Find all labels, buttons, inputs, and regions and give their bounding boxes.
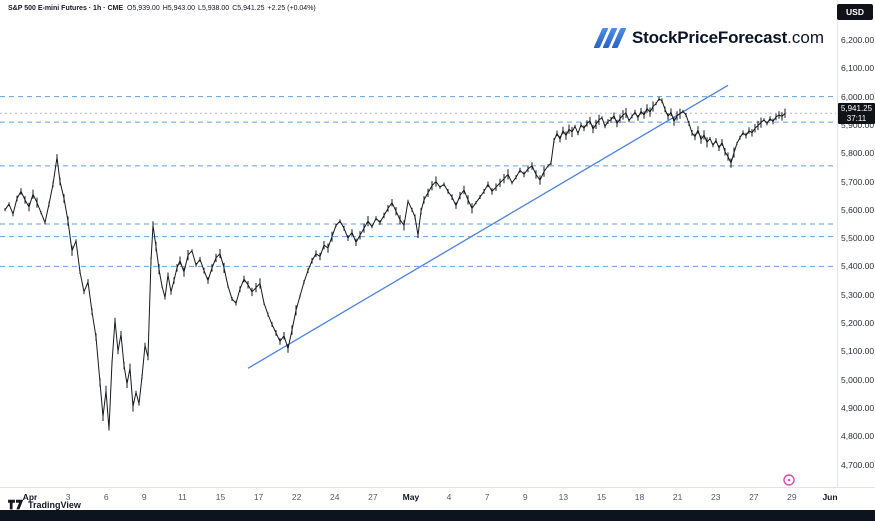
- time-axis-label: 15: [596, 492, 607, 502]
- bottom-bar: [0, 510, 875, 521]
- ohlc-o-value: O5,939.00: [127, 5, 160, 12]
- time-axis-label: 13: [558, 492, 569, 502]
- tradingview-label: TradingView: [28, 499, 81, 510]
- time-axis-label: 4: [446, 492, 452, 502]
- time-axis-label: 22: [291, 492, 302, 502]
- ohlc-values: O5,939.00 H5,943.00 L5,938.00 C5,941.25: [127, 5, 267, 12]
- time-axis-label: 9: [141, 492, 147, 502]
- price-axis-label: 5,400.00: [841, 261, 875, 272]
- time-axis-label: 15: [215, 492, 226, 502]
- ohlc-c-value: C5,941.25: [232, 5, 265, 12]
- time-axis-label: 17: [253, 492, 264, 502]
- price-axis-label: 6,200.00: [841, 35, 875, 45]
- time-axis-label: 23: [710, 492, 721, 502]
- price-axis-label: 5,000.00: [841, 374, 875, 385]
- price-axis-label: 5,600.00: [841, 204, 875, 215]
- currency-toggle[interactable]: USD: [837, 4, 873, 20]
- legend: S&P 500 E-mini Futures · 1h · CME O5,939.…: [8, 5, 319, 12]
- brand-logo-icon: [593, 28, 627, 48]
- tradingview-logo-icon: [8, 499, 24, 510]
- last-price-badge: 5,941.25 37:11: [838, 103, 875, 125]
- time-axis-label: 27: [368, 492, 378, 502]
- time-axis-label: 11: [177, 492, 187, 502]
- bar-countdown: 37:11: [846, 114, 867, 124]
- price-axis-label: 5,100.00: [841, 346, 875, 357]
- price-axis-label: 6,000.00: [841, 91, 875, 102]
- time-axis-label: 6: [103, 492, 109, 502]
- price-axis-label: 6,100.00: [841, 63, 875, 74]
- brand-tld: .com: [787, 28, 824, 47]
- ohlc-h-value: H5,943.00: [162, 5, 196, 12]
- last-price-value: 5,941.25: [840, 104, 873, 114]
- brand-name: StockPriceForecast: [632, 28, 788, 47]
- time-axis-border: [0, 487, 875, 488]
- time-axis-label: 24: [330, 492, 340, 502]
- price-axis-label: 5,700.00: [841, 176, 875, 187]
- time-axis-label: 9: [522, 492, 528, 502]
- tradingview-attribution[interactable]: TradingView: [8, 499, 81, 510]
- time-axis-label: 29: [787, 492, 797, 502]
- time-axis[interactable]: Apr 3 6 9 11 15 17 22 24 27 May 4 7 9 13 15 18 21 23 27 29 Ju…: [0, 488, 838, 510]
- price-axis-border: [837, 0, 838, 487]
- brand-watermark: StockPriceForecast .com: [593, 28, 824, 48]
- time-axis-label: 7: [484, 492, 490, 502]
- time-axis-label: 18: [634, 492, 645, 502]
- sparkle-marker-icon[interactable]: [783, 474, 795, 486]
- price-axis-label: 4,800.00: [841, 431, 875, 442]
- time-axis-label: 21: [672, 492, 683, 502]
- price-axis-label: 5,500.00: [841, 233, 875, 244]
- time-axis-label: May: [402, 492, 420, 502]
- time-axis-label: 3: [65, 492, 71, 502]
- time-axis-label: Apr: [22, 492, 38, 502]
- price-axis-label: 5,900.00: [841, 119, 875, 130]
- ohlc-l-value: L5,938.00: [198, 5, 230, 12]
- change-value: +2.25 (+0.04%): [267, 5, 316, 12]
- price-axis-label: 5,200.00: [841, 318, 875, 328]
- symbol-title[interactable]: S&P 500 E-mini Futures · 1h · CME: [8, 5, 124, 12]
- price-axis-label: 4,900.00: [841, 402, 875, 413]
- time-axis-label: Jun: [822, 492, 838, 502]
- price-axis[interactable]: 6,200.00 6,100.00 6,000.00 5,900.00 5,800.00…: [838, 0, 875, 487]
- price-axis-label: 5,800.00: [841, 148, 875, 159]
- price-axis-label: 5,300.00: [841, 289, 875, 300]
- time-axis-label: 27: [749, 492, 759, 502]
- price-axis-label: 4,700.00: [841, 459, 875, 470]
